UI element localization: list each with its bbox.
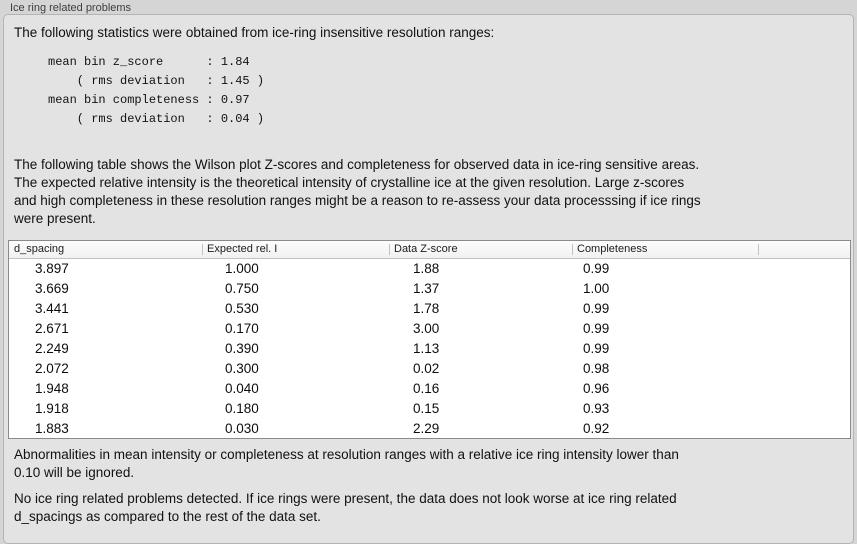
table-cell: 2.072 (35, 360, 69, 376)
table-cell: 1.918 (35, 400, 69, 416)
panel-title: Ice ring related problems (10, 2, 132, 14)
table-cell: 1.883 (35, 420, 69, 436)
table-row[interactable]: 3.897 1.000 1.88 0.99 (9, 258, 850, 278)
table-cell: 0.530 (225, 300, 259, 316)
table-cell: 0.390 (225, 340, 259, 356)
table-cell (758, 398, 850, 418)
table-cell: 2.29 (413, 420, 440, 436)
ice-ring-panel: The following statistics were obtained f… (3, 14, 854, 544)
table-cell: 0.040 (225, 380, 259, 396)
table-cell: 0.15 (413, 400, 440, 416)
table-cell (758, 358, 850, 378)
column-header-d-spacing[interactable]: d_spacing (9, 241, 202, 259)
table-cell (758, 258, 850, 278)
table-cell: 1.00 (583, 280, 610, 296)
table-cell (758, 418, 850, 438)
table-cell: 0.750 (225, 280, 259, 296)
table-cell: 0.170 (225, 320, 259, 336)
table-row[interactable]: 1.918 0.180 0.15 0.93 (9, 398, 850, 418)
table-cell: 3.897 (35, 260, 69, 276)
table-row[interactable]: 1.948 0.040 0.16 0.96 (9, 378, 850, 398)
table-row[interactable]: 2.072 0.300 0.02 0.98 (9, 358, 850, 378)
table-cell: 0.02 (413, 360, 440, 376)
column-header-spacer[interactable] (758, 241, 850, 259)
column-header-data-z-score[interactable]: Data Z-score (389, 241, 572, 259)
table-cell: 0.92 (583, 420, 610, 436)
table-cell: 3.00 (413, 320, 440, 336)
table-cell: 0.16 (413, 380, 440, 396)
table-header-row: d_spacing Expected rel. I Data Z-score Comp… (9, 241, 850, 259)
table-cell: 1.000 (225, 260, 259, 276)
table-row[interactable]: 2.249 0.390 1.13 0.99 (9, 338, 850, 358)
table-cell (758, 338, 850, 358)
table-cell (758, 298, 850, 318)
stats-summary: mean bin z_score : 1.84 ( rms deviation … (48, 55, 265, 126)
table-cell: 3.669 (35, 280, 69, 296)
table-cell: 0.99 (583, 340, 610, 356)
table-cell (758, 378, 850, 398)
table-cell (758, 318, 850, 338)
conclusion-text: No ice ring related problems detected. I… (14, 491, 677, 524)
table-cell: 0.99 (583, 260, 610, 276)
table-cell: 2.249 (35, 340, 69, 356)
table-row[interactable]: 1.883 0.030 2.29 0.92 (9, 418, 850, 438)
table-cell: 0.98 (583, 360, 610, 376)
table-cell: 0.180 (225, 400, 259, 416)
table-cell: 3.441 (35, 300, 69, 316)
table-cell: 1.37 (413, 280, 440, 296)
table-cell: 1.88 (413, 260, 440, 276)
table-row[interactable]: 2.671 0.170 3.00 0.99 (9, 318, 850, 338)
table-cell: 1.13 (413, 340, 440, 356)
table-body: 3.897 1.000 1.88 0.99 3.669 0.750 1.37 1.00 3.44… (9, 258, 850, 438)
table-cell: 1.948 (35, 380, 69, 396)
table-cell: 0.93 (583, 400, 610, 416)
table-cell (758, 278, 850, 298)
table-row[interactable]: 3.669 0.750 1.37 1.00 (9, 278, 850, 298)
table-cell: 0.300 (225, 360, 259, 376)
table-cell: 2.671 (35, 320, 69, 336)
column-header-expected-rel-i[interactable]: Expected rel. I (202, 241, 389, 259)
intro-text: The following statistics were obtained f… (14, 25, 495, 40)
table-description-text: The following table shows the Wilson plo… (14, 157, 701, 226)
ice-ring-table-grid: d_spacing Expected rel. I Data Z-score Comp… (9, 241, 850, 438)
table-cell: 0.96 (583, 380, 610, 396)
table-cell: 0.030 (225, 420, 259, 436)
table-cell: 0.99 (583, 320, 610, 336)
table-cell: 0.99 (583, 300, 610, 316)
table-cell: 1.78 (413, 300, 440, 316)
ice-ring-table: d_spacing Expected rel. I Data Z-score Comp… (8, 240, 851, 439)
ignore-note-text: Abnormalities in mean intensity or compl… (14, 447, 679, 480)
column-header-completeness[interactable]: Completeness (572, 241, 758, 259)
table-row[interactable]: 3.441 0.530 1.78 0.99 (9, 298, 850, 318)
